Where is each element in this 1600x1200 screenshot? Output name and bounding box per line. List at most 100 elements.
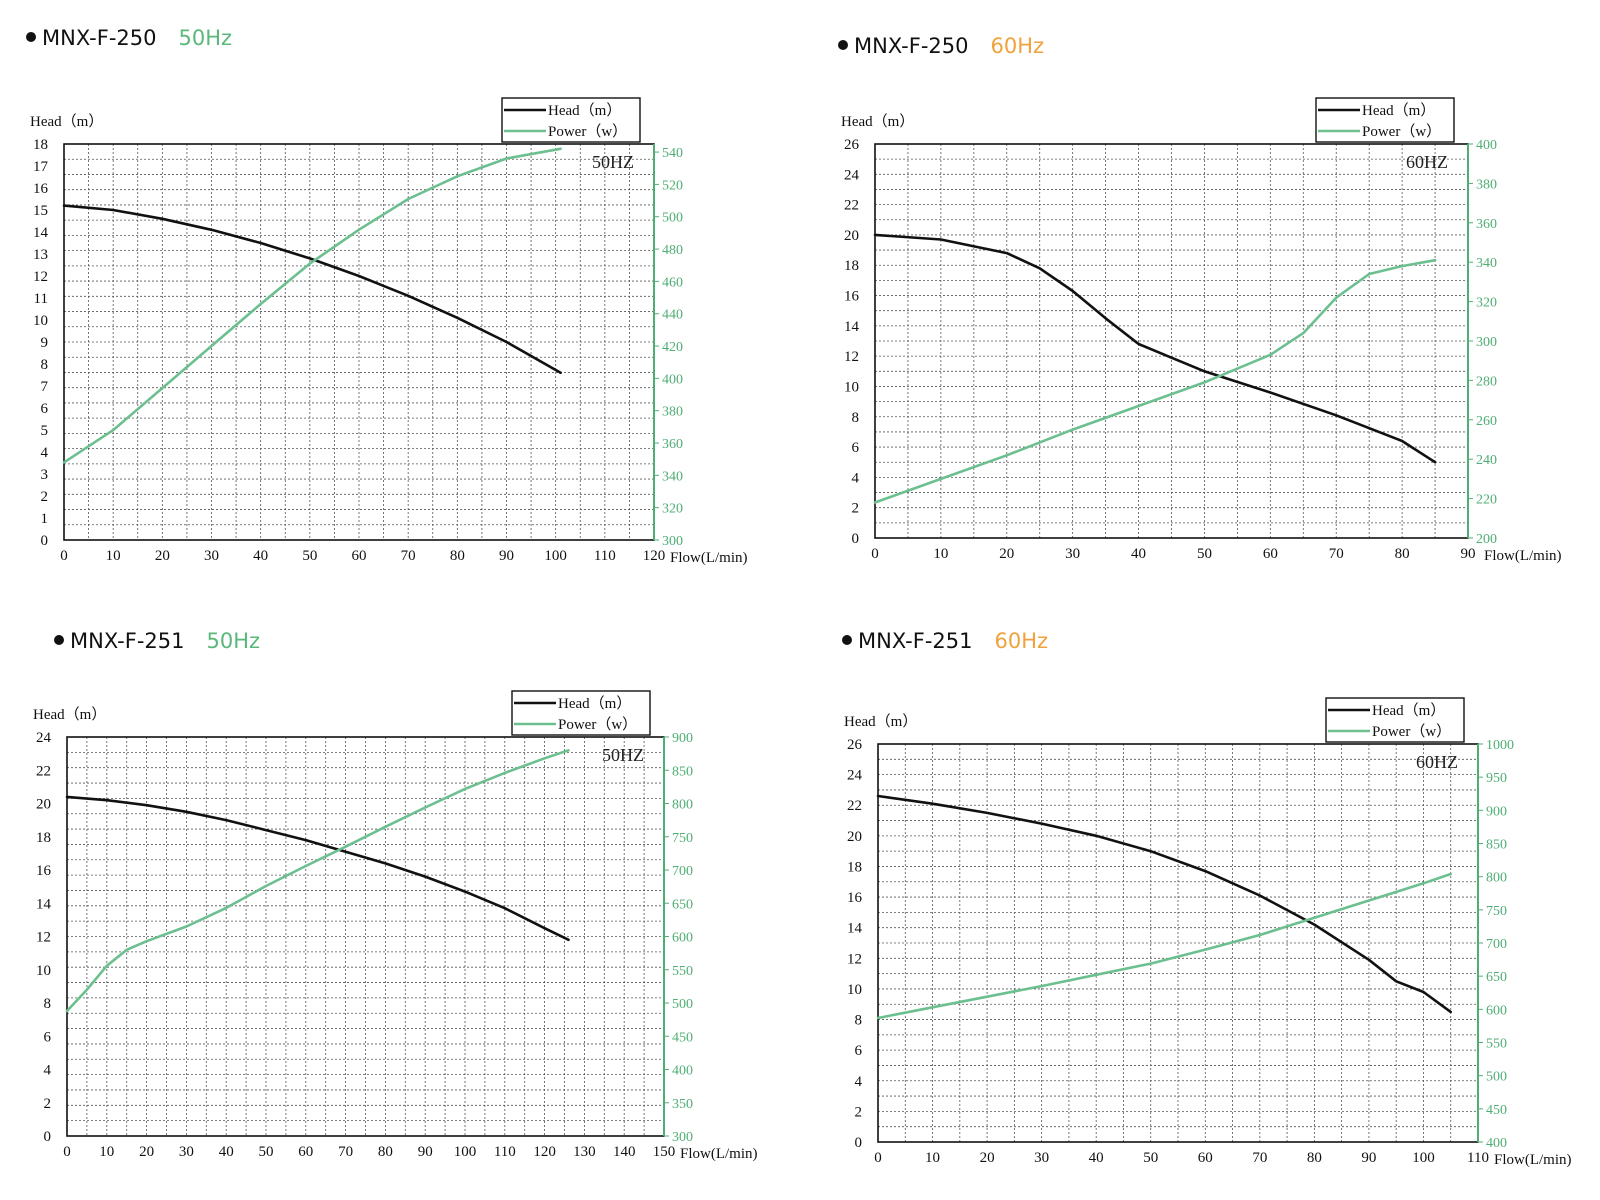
x-tick-label: 0 — [60, 548, 68, 564]
x-tick-label: 40 — [219, 1144, 234, 1160]
x-tick-label: 60 — [298, 1144, 313, 1160]
y2-tick-label: 350 — [672, 1097, 693, 1112]
inner-frequency-label: 60HZ — [1416, 752, 1458, 772]
x-axis-label: Flow(L/min) — [670, 550, 748, 566]
chart-2: 0246810121416182022242620022024026028030… — [841, 97, 1562, 564]
y-tick-label: 26 — [847, 737, 863, 753]
power-curve — [65, 748, 570, 1013]
y2-tick-label: 500 — [672, 997, 693, 1012]
x-tick-label: 60 — [1198, 1150, 1213, 1166]
y2-tick-label: 260 — [1476, 414, 1497, 429]
frequency-label: 50Hz — [178, 26, 233, 50]
panel-title-1: MNX-F-250 50Hz — [26, 26, 232, 56]
y-tick-label: 0 — [855, 1135, 863, 1151]
y2-tick-label: 500 — [1486, 1070, 1507, 1085]
x-tick-label: 30 — [1034, 1150, 1049, 1166]
y-tick-label: 9 — [41, 335, 49, 351]
y-tick-label: 4 — [44, 1063, 52, 1079]
x-tick-label: 70 — [401, 548, 416, 564]
bullet-icon — [26, 32, 36, 42]
y-tick-label: 2 — [44, 1096, 52, 1112]
y2-tick-label: 750 — [672, 831, 693, 846]
x-tick-label: 90 — [418, 1144, 433, 1160]
y-tick-label: 13 — [33, 247, 48, 263]
legend: Head（m） Power（w） — [1325, 697, 1465, 743]
x-tick-label: 80 — [450, 548, 465, 564]
y-tick-label: 16 — [844, 289, 860, 305]
y2-tick-label: 800 — [672, 798, 693, 813]
legend-head-label: Head（m） — [1372, 702, 1445, 719]
y2-tick-label: 380 — [662, 405, 683, 420]
head-curve — [873, 233, 1437, 464]
y2-tick-label: 240 — [1476, 453, 1497, 468]
x-tick-label: 0 — [871, 546, 879, 562]
x-tick-label: 70 — [1252, 1150, 1267, 1166]
y-tick-label: 16 — [847, 890, 863, 906]
grid — [67, 737, 664, 1136]
y-tick-label: 18 — [33, 137, 48, 153]
x-tick-label: 40 — [1089, 1150, 1104, 1166]
power-curve — [873, 258, 1437, 504]
y2-tick-label: 360 — [662, 437, 683, 452]
x-tick-label: 70 — [1329, 546, 1344, 562]
power-curve — [876, 872, 1452, 1020]
y2-tick-label: 550 — [672, 964, 693, 979]
panel-title-2: MNX-F-250 60Hz — [838, 34, 1044, 64]
y-axis-label: Head（m） — [30, 113, 103, 130]
y2-tick-label: 300 — [672, 1130, 693, 1145]
y-tick-label: 8 — [41, 357, 49, 373]
x-tick-label: 110 — [494, 1144, 516, 1160]
y-tick-label: 24 — [847, 768, 863, 784]
x-tick-label: 80 — [1395, 546, 1410, 562]
y2-tick-label: 340 — [1476, 256, 1497, 271]
legend: Head（m） Power（w） — [501, 97, 641, 143]
chart-1: 0123456789101112131415161718300320340360… — [30, 97, 748, 566]
x-tick-label: 30 — [179, 1144, 194, 1160]
y-tick-label: 12 — [33, 269, 48, 285]
x-tick-label: 90 — [499, 548, 514, 564]
inner-frequency-label: 60HZ — [1406, 152, 1448, 172]
y2-tick-label: 400 — [1476, 138, 1497, 153]
x-tick-label: 120 — [643, 548, 666, 564]
legend-head-label: Head（m） — [558, 695, 631, 712]
y-tick-label: 16 — [33, 181, 49, 197]
y-tick-label: 20 — [36, 797, 51, 813]
y2-tick-label: 280 — [1476, 374, 1497, 389]
y-tick-label: 14 — [36, 896, 52, 912]
x-tick-label: 100 — [544, 548, 567, 564]
model-name: MNX-F-250 — [42, 26, 157, 50]
x-tick-label: 50 — [1143, 1150, 1158, 1166]
y-axis-label: Head（m） — [33, 706, 106, 723]
y-tick-label: 5 — [41, 423, 49, 439]
y2-tick-label: 1000 — [1486, 738, 1514, 753]
chart-3: 0246810121416182022243003504004505005506… — [33, 690, 758, 1162]
grid — [64, 144, 654, 540]
legend: Head（m） Power（w） — [1315, 97, 1455, 143]
y2-tick-label: 600 — [1486, 1003, 1507, 1018]
x-tick-label: 110 — [594, 548, 616, 564]
y2-tick-label: 440 — [662, 308, 683, 323]
y-tick-label: 0 — [44, 1129, 52, 1145]
y-tick-label: 10 — [847, 982, 862, 998]
y-tick-label: 2 — [855, 1104, 863, 1120]
y2-tick-label: 650 — [672, 897, 693, 912]
bullet-icon — [54, 635, 64, 645]
y2-tick-label: 300 — [1476, 335, 1497, 350]
x-tick-label: 60 — [352, 548, 367, 564]
y-axis-label: Head（m） — [844, 713, 917, 730]
y2-tick-label: 900 — [672, 731, 693, 746]
y-tick-label: 6 — [44, 1029, 52, 1045]
y2-tick-label: 850 — [1486, 838, 1507, 853]
legend: Head（m） Power（w） — [511, 690, 651, 736]
y-tick-label: 4 — [41, 445, 49, 461]
y2-tick-label: 380 — [1476, 177, 1497, 192]
inner-frequency-label: 50HZ — [592, 152, 634, 172]
y-tick-label: 22 — [36, 763, 51, 779]
y2-tick-label: 520 — [662, 178, 683, 193]
x-tick-label: 90 — [1461, 546, 1476, 562]
x-tick-label: 20 — [999, 546, 1014, 562]
model-name: MNX-F-251 — [70, 629, 185, 653]
grid — [878, 744, 1478, 1142]
y-tick-label: 22 — [847, 798, 862, 814]
